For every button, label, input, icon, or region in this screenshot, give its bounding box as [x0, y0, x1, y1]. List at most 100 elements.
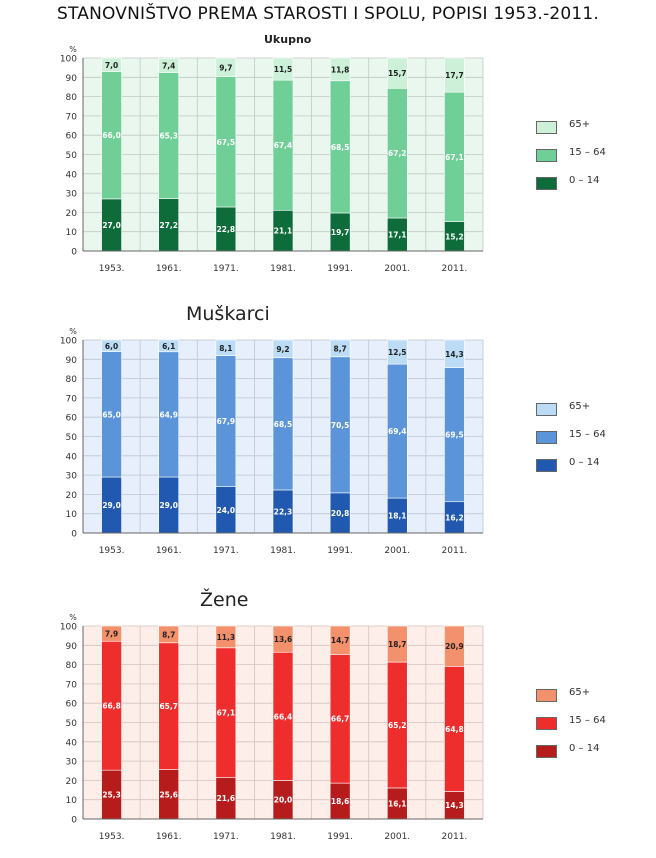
x-tick-label: 1961.: [156, 832, 182, 842]
y-tick-label: 80: [66, 661, 78, 671]
bar-segment: [272, 625, 294, 653]
data-label: 14,3: [445, 350, 464, 359]
data-label: 17,7: [445, 71, 464, 80]
legend-swatch: [536, 431, 557, 444]
y-tick-label: 20: [66, 209, 78, 219]
data-label: 11,3: [217, 633, 236, 642]
legend-label: 65+: [569, 401, 591, 412]
data-label: 9,7: [219, 63, 232, 72]
data-label: 21,6: [217, 794, 236, 803]
data-label: 20,8: [331, 509, 350, 518]
data-label: 29,0: [102, 501, 121, 510]
legend-swatch: [536, 149, 557, 162]
x-tick-label: 1961.: [156, 546, 182, 556]
bar-segment: [386, 57, 408, 89]
bar-segment: [215, 57, 237, 78]
data-label: 22,3: [274, 507, 293, 516]
x-tick-label: 1953.: [99, 546, 125, 556]
legend-swatch: [536, 717, 557, 730]
legend-label: 15 – 64: [569, 429, 606, 440]
x-tick-label: 2001.: [384, 832, 410, 842]
legend-label: 65+: [569, 119, 591, 130]
data-label: 7,9: [105, 630, 118, 639]
x-tick-label: 2001.: [384, 546, 410, 556]
data-label: 15,7: [388, 69, 407, 78]
data-label: 8,1: [219, 344, 232, 353]
data-label: 7,4: [162, 61, 175, 70]
y-tick-label: 100: [60, 623, 77, 633]
y-tick-label: 40: [66, 452, 78, 462]
x-tick-label: 1971.: [213, 264, 239, 274]
legend-label: 0 – 14: [569, 457, 600, 468]
data-label: 67,5: [217, 138, 236, 147]
data-label: 67,1: [445, 153, 464, 162]
y-tick-label: 10: [66, 796, 78, 806]
legend-swatch: [536, 745, 557, 758]
y-axis-label: %: [69, 613, 77, 622]
y-tick-label: 60: [66, 414, 78, 424]
y-tick-label: 40: [66, 170, 78, 180]
y-tick-label: 20: [66, 777, 78, 787]
data-label: 8,7: [333, 344, 346, 353]
data-label: 17,1: [388, 230, 407, 239]
data-label: 24,0: [217, 506, 236, 515]
data-label: 27,2: [159, 221, 178, 230]
legend-swatch: [536, 689, 557, 702]
bar-segment: [444, 339, 465, 368]
bar-segment: [386, 339, 408, 365]
data-label: 70,5: [331, 421, 350, 430]
data-label: 18,6: [331, 797, 350, 806]
chart-zene: Žene 0 10 20 30 40 50 60 70 80 90 100% 25,3 66,8 7,9 1…: [0, 588, 656, 858]
legend-label: 15 – 64: [569, 147, 606, 158]
bar-segment: [444, 57, 465, 93]
y-tick-label: 70: [66, 394, 78, 404]
data-label: 14,3: [445, 801, 464, 810]
x-tick-label: 1961.: [156, 264, 182, 274]
chart-plot: 0 10 20 30 40 50 60 70 80 90 100% 29,0 65,0 6,0 1953. 2…: [60, 327, 484, 556]
bar-segment: [158, 339, 180, 353]
data-label: 21,1: [274, 227, 293, 236]
data-label: 66,4: [274, 712, 293, 721]
data-label: 20,0: [274, 796, 293, 805]
data-label: 67,9: [217, 417, 236, 426]
bar-segment: [158, 57, 180, 73]
data-label: 9,2: [276, 345, 289, 354]
chart-title: Ukupno: [264, 33, 312, 46]
data-label: 14,7: [331, 636, 350, 645]
data-label: 66,7: [331, 715, 350, 724]
chart-title: Žene: [200, 589, 249, 611]
data-label: 19,7: [331, 228, 350, 237]
y-tick-label: 90: [66, 356, 78, 366]
data-label: 65,7: [159, 702, 178, 711]
bar-segment: [215, 625, 237, 649]
y-tick-label: 0: [71, 816, 77, 826]
bar-segment: [329, 625, 351, 655]
bar-segment: [215, 339, 237, 356]
legend-label: 0 – 14: [569, 743, 600, 754]
y-tick-label: 10: [66, 228, 78, 238]
data-label: 27,0: [102, 221, 121, 230]
y-tick-label: 70: [66, 112, 78, 122]
data-label: 7,0: [105, 61, 118, 70]
y-tick-label: 50: [66, 151, 78, 161]
legend-swatch: [536, 459, 557, 472]
data-label: 18,1: [388, 512, 407, 521]
y-tick-label: 60: [66, 700, 78, 710]
data-label: 66,8: [102, 702, 121, 711]
x-tick-label: 1953.: [99, 264, 125, 274]
y-tick-label: 90: [66, 74, 78, 84]
x-tick-label: 1971.: [213, 546, 239, 556]
chart-title: Muškarci: [186, 303, 270, 325]
data-label: 15,2: [445, 232, 464, 241]
data-label: 29,0: [159, 501, 178, 510]
data-label: 25,3: [102, 791, 121, 800]
bar-segment: [101, 625, 122, 642]
bar-segment: [272, 339, 294, 359]
data-label: 66,0: [102, 131, 121, 140]
x-tick-label: 1953.: [99, 832, 125, 842]
data-label: 67,1: [217, 709, 236, 718]
y-tick-label: 0: [71, 248, 77, 258]
x-tick-label: 1991.: [327, 264, 353, 274]
y-tick-label: 100: [60, 337, 77, 347]
y-tick-label: 20: [66, 491, 78, 501]
